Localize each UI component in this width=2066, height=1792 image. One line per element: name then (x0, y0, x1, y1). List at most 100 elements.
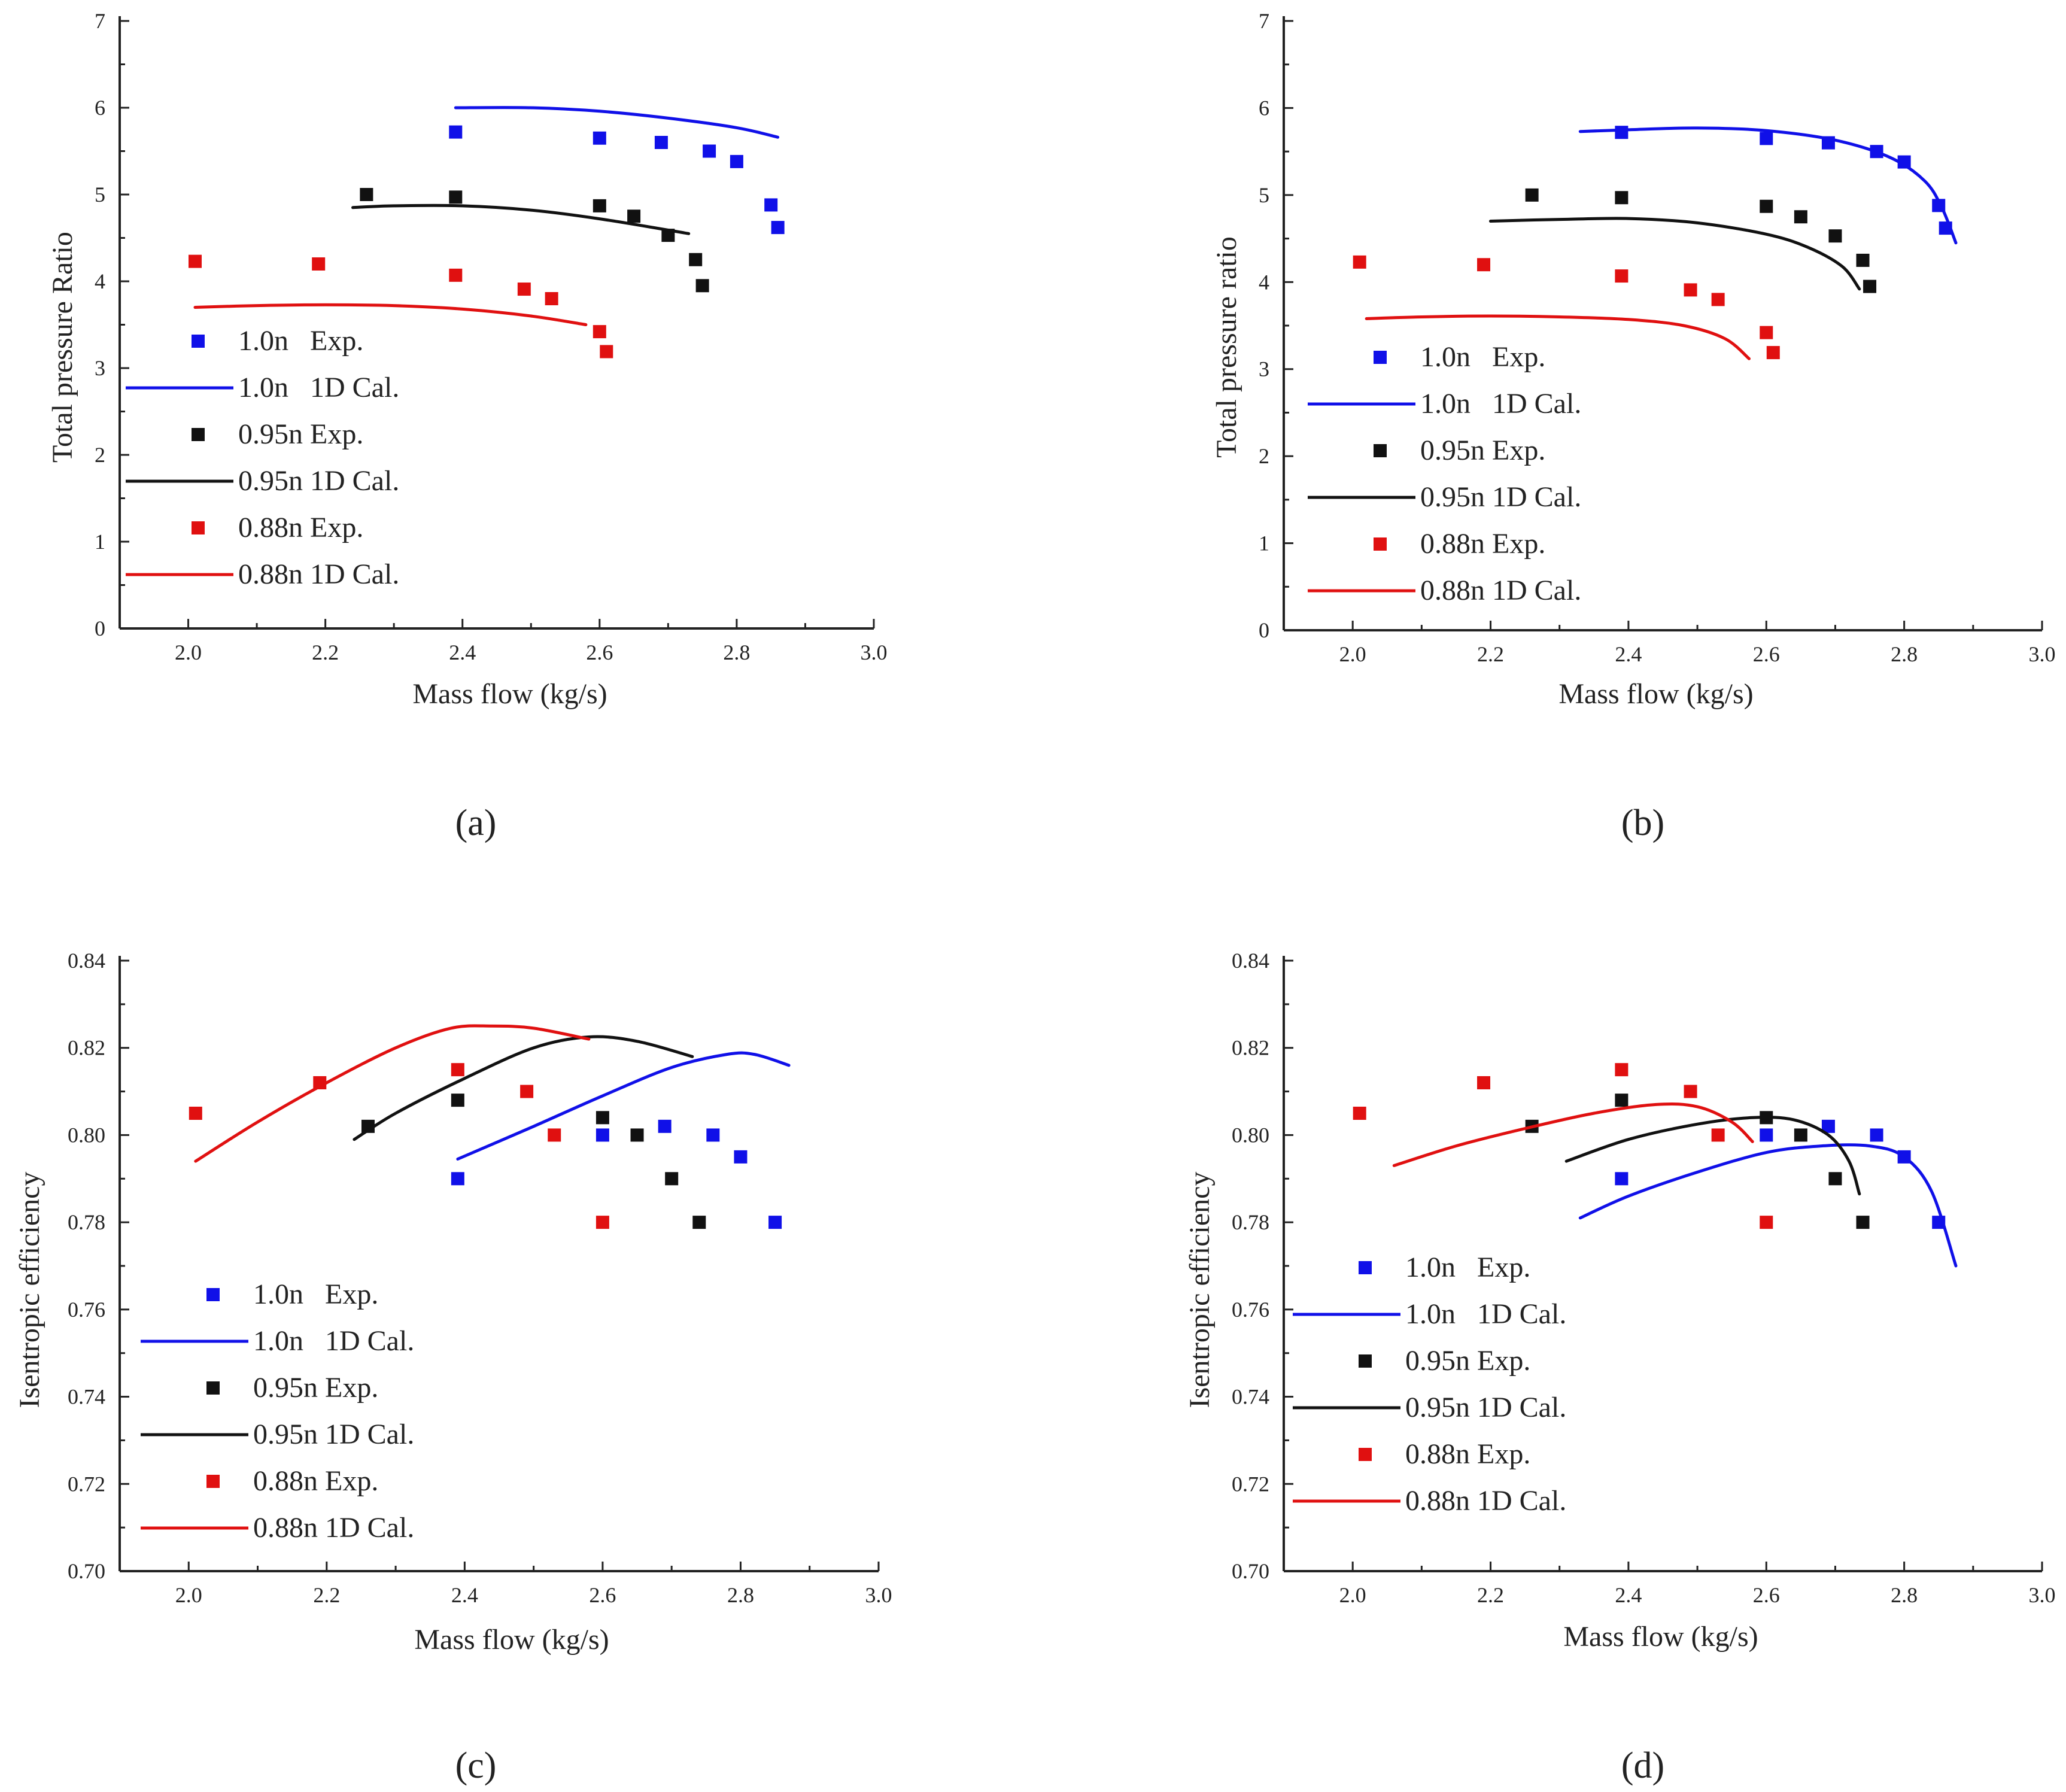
y-tick-label: 0.82 (1232, 1036, 1269, 1060)
y-ticklabels-d: 0.70 0.72 0.74 0.76 0.78 0.80 0.82 0.84 (1232, 949, 1269, 1583)
data-point-s1 (764, 198, 778, 212)
x-tick-label: 2.8 (727, 1583, 754, 1607)
y-tick-label: 2 (95, 443, 105, 467)
data-point-s2 (1856, 1216, 1870, 1229)
y-tick-label: 4 (95, 269, 105, 293)
data-point-s3 (1760, 326, 1773, 339)
y-tick-label: 0.70 (68, 1559, 105, 1583)
series-line-s2 (1564, 1116, 1861, 1196)
data-point-s2 (689, 253, 703, 266)
y-tick-label: 0.80 (1232, 1123, 1269, 1147)
plot-layer-d (1283, 956, 2043, 1572)
legend-marker-swatch (1374, 537, 1387, 551)
y-tick-label: 0 (95, 616, 105, 640)
data-point-s1 (654, 136, 668, 149)
legend-label: 0.88n Exp. (1405, 1438, 1530, 1470)
data-point-s2 (1794, 210, 1807, 224)
data-point-s3 (520, 1085, 534, 1098)
series-line-s1 (454, 106, 780, 139)
legend-marker-swatch (206, 1475, 220, 1488)
legend-label: 0.95n Exp. (238, 418, 363, 450)
legend-b: 1.0n Exp. 1.0n 1D Cal. 0.95n Exp. 0.95n 1D … (1308, 341, 1581, 606)
data-point-s3 (1766, 346, 1780, 360)
x-tick-label: 3.0 (865, 1583, 892, 1607)
data-point-s1 (1615, 126, 1629, 139)
y-tick-label: 0.76 (68, 1298, 105, 1322)
legend-label: 0.95n Exp. (253, 1372, 378, 1404)
data-point-s3 (451, 1063, 464, 1077)
y-tick-label: 4 (1259, 270, 1269, 294)
data-point-s3 (596, 1216, 609, 1229)
x-ticklabels-d: 2.0 2.2 2.4 2.6 2.8 3.0 (1339, 1583, 2056, 1607)
legend-marker-swatch (206, 1381, 220, 1395)
y-tick-label: 0.74 (68, 1385, 105, 1409)
data-point-s2 (1828, 1172, 1842, 1186)
data-point-s1 (703, 144, 716, 158)
legend-label: 0.88n 1D Cal. (238, 558, 399, 590)
series-line-s3 (194, 1024, 591, 1163)
data-point-s3 (545, 292, 558, 305)
data-point-s3 (1711, 293, 1725, 306)
x-tick-label: 2.8 (1891, 642, 1918, 666)
y-tick-label: 0.82 (68, 1036, 105, 1060)
data-point-s3 (517, 283, 531, 296)
legend-label: 0.88n 1D Cal. (1420, 575, 1581, 606)
data-point-s2 (692, 1216, 706, 1229)
legend-label: 0.88n Exp. (238, 512, 363, 543)
legend-label: 0.88n Exp. (1420, 528, 1545, 560)
data-point-s1 (768, 1216, 782, 1229)
y-tick-label: 5 (1259, 183, 1269, 207)
legend-label: 1.0n 1D Cal. (1420, 388, 1581, 420)
data-point-s1 (658, 1119, 672, 1133)
y-axis-title-b: Total pressure ratio (1211, 236, 1242, 458)
x-axis-title-b: Mass flow (kg/s) (1558, 678, 1753, 710)
legend-marker-swatch (206, 1288, 220, 1301)
legend-d: 1.0n Exp. 1.0n 1D Cal. 0.95n Exp. 0.95n 1D … (1293, 1252, 1566, 1517)
data-point-s1 (1615, 1172, 1629, 1186)
y-ticklabels-b: 0 1 2 3 4 5 6 7 (1259, 9, 1269, 642)
x-ticklabels-a: 2.0 2.2 2.4 2.6 2.8 3.0 (175, 640, 887, 664)
chart-panel-c: 0.700.720.740.760.780.800.820.84 2.0 2.2 2… (14, 949, 892, 1786)
x-axis-title-a: Mass flow (kg/s) (412, 678, 607, 710)
legend-label: 1.0n 1D Cal. (1405, 1298, 1566, 1330)
legend-marker-swatch (192, 428, 205, 441)
data-point-s2 (1525, 188, 1539, 202)
y-tick-label: 0.70 (1232, 1559, 1269, 1583)
panel-label-d: (d) (1621, 1745, 1664, 1786)
panel-label-b: (b) (1621, 803, 1664, 843)
data-point-s1 (730, 154, 743, 168)
data-point-s1 (1821, 1119, 1835, 1133)
data-point-s2 (593, 199, 606, 212)
legend-label: 0.95n 1D Cal. (1405, 1392, 1566, 1423)
x-ticklabels-b: 2.0 2.2 2.4 2.6 2.8 3.0 (1339, 642, 2056, 666)
data-point-s2 (360, 188, 373, 201)
chart-panel-b: 0 1 2 3 4 5 6 7 2.0 2.2 2.4 2.6 2.8 3.0 Mass flow (k… (1211, 9, 2056, 843)
legend-marker-swatch (1359, 1448, 1372, 1461)
legend-label: 0.88n 1D Cal. (1405, 1485, 1566, 1517)
data-point-s2 (451, 1094, 464, 1107)
y-axis-title-c: Isentropic efficiency (14, 1172, 45, 1408)
legend-label: 0.95n 1D Cal. (238, 465, 399, 497)
legend-label: 0.95n Exp. (1420, 435, 1545, 466)
legend-label: 0.88n Exp. (253, 1465, 378, 1497)
x-tick-label: 2.4 (1615, 642, 1642, 666)
series-line-s1 (1578, 1143, 1958, 1268)
chart-panel-d: 0.700.720.740.760.780.800.820.84 2.0 2.2 2… (1184, 949, 2056, 1786)
data-point-s1 (593, 131, 606, 145)
data-point-s2 (665, 1172, 679, 1186)
data-point-s2 (1760, 199, 1773, 213)
series-line-s1 (456, 1051, 791, 1161)
y-tick-label: 5 (95, 183, 105, 206)
data-point-s2 (449, 190, 463, 204)
plot-layer-a (119, 16, 875, 630)
series-line-s2 (353, 1035, 694, 1141)
series-line-s2 (1489, 217, 1861, 291)
x-tick-label: 2.2 (312, 640, 339, 664)
y-tick-label: 6 (1259, 96, 1269, 120)
y-ticklabels-c: 0.70 0.72 0.74 0.76 0.78 0.80 0.82 0.84 (68, 949, 105, 1583)
y-tick-label: 0.78 (68, 1210, 105, 1234)
x-tick-label: 3.0 (2029, 642, 2056, 666)
data-point-s3 (1684, 1085, 1697, 1098)
legend-label: 1.0n Exp. (253, 1278, 378, 1310)
